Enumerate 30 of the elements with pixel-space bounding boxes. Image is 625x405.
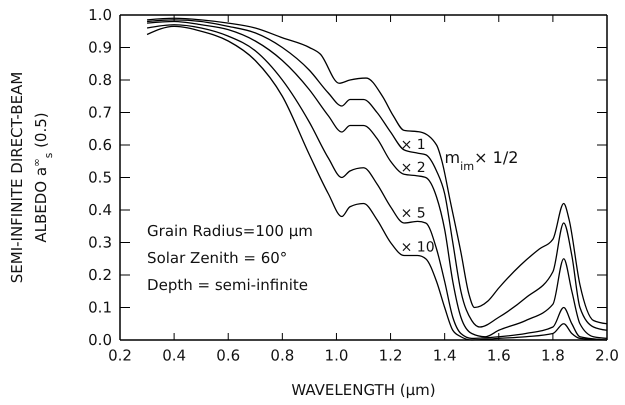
x-tick-label: 0.8 bbox=[270, 346, 294, 365]
series-label: × 5 bbox=[400, 205, 426, 222]
x-tick-label: 0.6 bbox=[216, 346, 240, 365]
y-tick-label: 0.2 bbox=[88, 266, 112, 284]
x-tick-label: 0.4 bbox=[162, 346, 186, 365]
x-tick-label: 2.0 bbox=[595, 346, 619, 365]
x-tick-label: 1.4 bbox=[432, 346, 457, 365]
y-tick-label: 0.7 bbox=[88, 103, 112, 122]
series-label: × 1 bbox=[400, 137, 426, 154]
y-tick-label: 0.5 bbox=[88, 168, 112, 186]
annotation: Grain Radius=100 μm bbox=[147, 222, 313, 240]
y-tick-label: 0.8 bbox=[88, 70, 112, 89]
x-tick-label: 1.8 bbox=[540, 346, 565, 365]
y-tick-label: 0.9 bbox=[88, 38, 112, 56]
y-tick-label: 1.0 bbox=[88, 6, 112, 24]
y-tick-label: 0.3 bbox=[88, 233, 112, 252]
series-label: m$_{im}$× 1/2 bbox=[444, 148, 518, 172]
y-tick-label: 0.1 bbox=[88, 298, 112, 316]
series-label: × 2 bbox=[400, 160, 426, 176]
annotation: Depth = semi-infinite bbox=[147, 276, 308, 294]
y-tick-label: 0.0 bbox=[88, 330, 112, 349]
x-tick-label: 1.6 bbox=[486, 346, 511, 365]
y-tick-label: 0.6 bbox=[88, 136, 112, 154]
series-label: × 10 bbox=[400, 240, 435, 256]
x-tick-label: 0.2 bbox=[108, 346, 132, 365]
y-tick-label: 0.4 bbox=[88, 200, 112, 219]
annotation: Solar Zenith = 60° bbox=[147, 249, 288, 267]
x-tick-label: 1.2 bbox=[378, 346, 402, 365]
x-axis-title: WAVELENGTH (μm) bbox=[291, 381, 436, 399]
x-tick-label: 1.0 bbox=[324, 346, 348, 365]
